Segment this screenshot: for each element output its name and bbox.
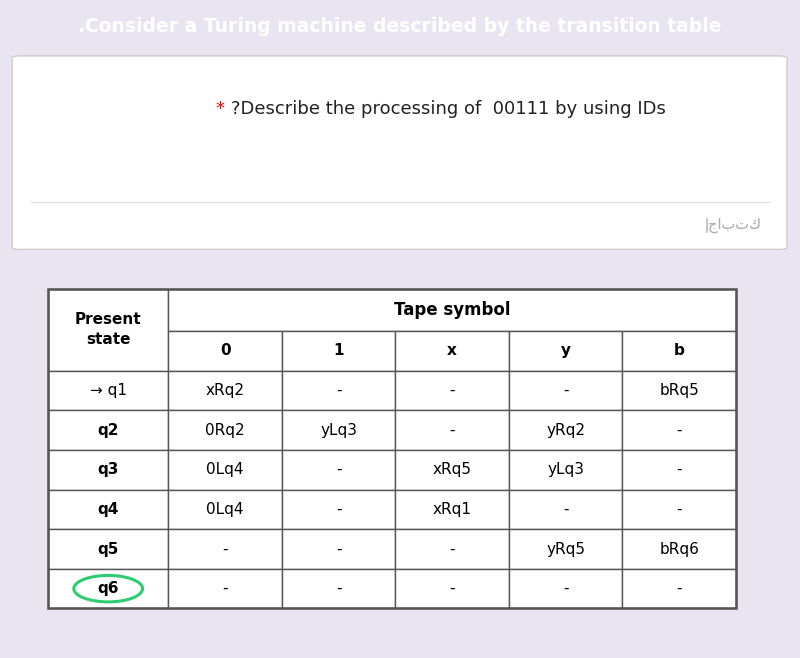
Bar	[395, 370, 509, 410]
Text: -: -	[450, 383, 455, 398]
Bar	[509, 450, 622, 490]
Bar	[168, 410, 282, 450]
Text: 0Lq4: 0Lq4	[206, 462, 244, 477]
Text: -: -	[677, 422, 682, 438]
Text: -: -	[222, 581, 228, 596]
Bar	[622, 331, 736, 370]
Text: 0: 0	[220, 343, 230, 358]
FancyBboxPatch shape	[12, 56, 787, 249]
Text: 0Lq4: 0Lq4	[206, 502, 244, 517]
Bar	[622, 450, 736, 490]
Bar	[48, 410, 168, 450]
Text: *: *	[216, 100, 231, 118]
Text: yRq2: yRq2	[546, 422, 586, 438]
Bar	[48, 289, 736, 609]
Bar	[622, 490, 736, 529]
Bar	[168, 450, 282, 490]
Bar	[622, 529, 736, 569]
Text: → q1: → q1	[90, 383, 126, 398]
Bar	[168, 569, 282, 609]
Text: y: y	[561, 343, 570, 358]
Text: -: -	[336, 542, 342, 557]
Text: .Consider a Turing machine described by the transition table: .Consider a Turing machine described by …	[78, 18, 722, 36]
Text: xRq2: xRq2	[206, 383, 245, 398]
Bar	[509, 490, 622, 529]
Text: q5: q5	[98, 542, 119, 557]
Text: 0Rq2: 0Rq2	[206, 422, 245, 438]
Text: bRq5: bRq5	[659, 383, 699, 398]
Text: q2: q2	[98, 422, 119, 438]
Bar	[168, 289, 736, 331]
Text: -: -	[563, 581, 569, 596]
Bar	[509, 370, 622, 410]
Bar	[395, 569, 509, 609]
Text: q6: q6	[98, 581, 119, 596]
Bar	[282, 370, 395, 410]
Text: -: -	[336, 502, 342, 517]
Text: xRq5: xRq5	[433, 462, 472, 477]
Bar	[509, 569, 622, 609]
Text: -: -	[563, 383, 569, 398]
Bar	[395, 529, 509, 569]
Bar	[48, 569, 168, 609]
Bar	[509, 410, 622, 450]
Text: -: -	[336, 383, 342, 398]
Bar	[48, 289, 168, 370]
Text: -: -	[336, 462, 342, 477]
Bar	[622, 370, 736, 410]
Bar	[282, 410, 395, 450]
Bar	[282, 450, 395, 490]
Text: 1: 1	[334, 343, 344, 358]
Bar	[509, 331, 622, 370]
Text: b: b	[674, 343, 685, 358]
Bar	[395, 450, 509, 490]
Text: -: -	[563, 502, 569, 517]
Bar	[622, 410, 736, 450]
Bar	[282, 490, 395, 529]
Text: -: -	[450, 542, 455, 557]
Text: x: x	[447, 343, 457, 358]
Text: إجابتك: إجابتك	[704, 218, 761, 234]
Bar	[395, 410, 509, 450]
Bar	[509, 529, 622, 569]
Text: -: -	[677, 581, 682, 596]
Text: q3: q3	[98, 462, 119, 477]
Text: Present
state: Present state	[75, 313, 142, 347]
Text: yLq3: yLq3	[320, 422, 357, 438]
Text: xRq1: xRq1	[433, 502, 472, 517]
Bar	[395, 331, 509, 370]
Bar	[168, 529, 282, 569]
Bar	[48, 490, 168, 529]
Text: -: -	[450, 581, 455, 596]
Bar	[168, 370, 282, 410]
Bar	[282, 331, 395, 370]
Bar	[395, 490, 509, 529]
Bar	[48, 529, 168, 569]
Text: -: -	[677, 502, 682, 517]
Bar	[48, 450, 168, 490]
Text: -: -	[336, 581, 342, 596]
Text: ?Describe the processing of  00111 by using IDs: ?Describe the processing of 00111 by usi…	[231, 100, 666, 118]
Text: yRq5: yRq5	[546, 542, 586, 557]
Text: -: -	[677, 462, 682, 477]
Bar	[282, 569, 395, 609]
Bar	[168, 490, 282, 529]
Text: -: -	[222, 542, 228, 557]
Text: bRq6: bRq6	[659, 542, 699, 557]
Bar	[282, 529, 395, 569]
Text: yLq3: yLq3	[547, 462, 584, 477]
Text: -: -	[450, 422, 455, 438]
Text: Tape symbol: Tape symbol	[394, 301, 510, 319]
Bar	[168, 331, 282, 370]
Bar	[622, 569, 736, 609]
Text: q4: q4	[98, 502, 119, 517]
Bar	[48, 370, 168, 410]
